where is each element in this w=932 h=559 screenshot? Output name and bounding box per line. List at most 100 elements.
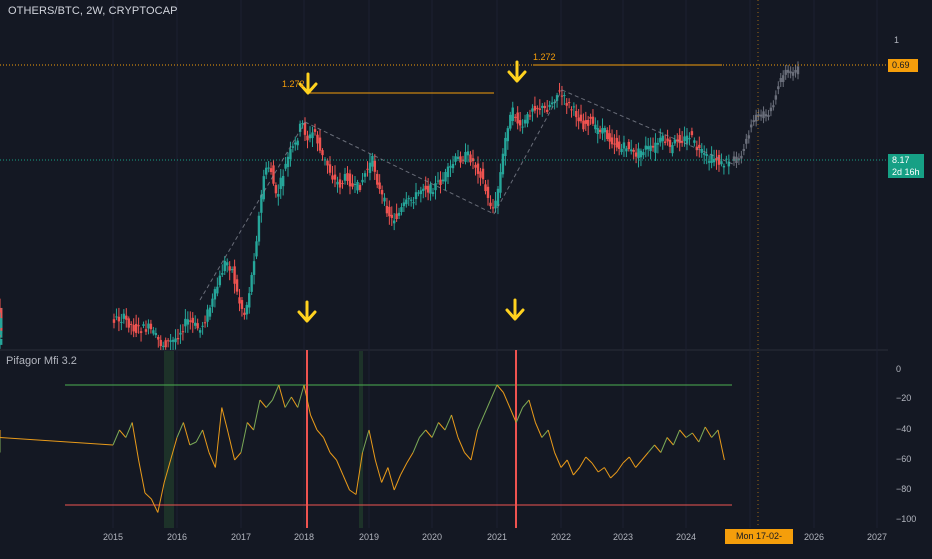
projected-candle-body [735,156,738,164]
candle-body [471,158,475,162]
symbol-title[interactable]: OTHERS/BTC, 2W, CRYPTOCAP [8,5,178,17]
down-arrow-icon [298,72,318,95]
candle-body [501,153,505,175]
mfi-segment [698,426,706,443]
candle-body [395,213,398,220]
candle-body [211,298,214,307]
candle-body [351,183,354,187]
candle-body [139,331,143,333]
mfi-segment [496,384,504,393]
mfi-segment [284,396,292,408]
candle-body [179,332,182,335]
mfi-segment [374,459,383,483]
candle-body [489,202,492,207]
candle-body [668,139,672,147]
projected-candle-body [789,71,792,74]
mfi-segment [515,407,524,423]
price-candles [0,61,800,350]
mfi-segment [125,422,133,438]
mfi-segment [144,492,152,500]
mfi-segment [585,456,593,464]
candle-body [598,129,602,133]
candle-body [181,331,185,333]
projected-candle-body [786,69,790,73]
mfi-segment [303,384,311,416]
projected-candle-body [740,155,743,159]
candle-body [228,266,231,271]
candle-body [378,182,381,190]
mfi-segment [323,437,331,453]
candle-body [245,304,249,315]
candle-body [610,137,614,145]
mfi-segment [221,407,229,434]
mfi-segment [566,459,574,476]
candle-body [171,339,175,342]
projected-candle-body [777,86,780,90]
mfi-segment [195,429,204,443]
candle-body [343,173,347,181]
candle-body [203,322,207,324]
countdown-badge: 2d 16h [888,166,924,178]
candle-body [474,164,477,168]
time-axis-label-2021: 2021 [486,532,508,542]
mfi-segment [310,414,318,431]
time-axis-label-2016: 2016 [166,532,188,542]
mfi-segment [654,444,662,453]
candle-body [0,309,3,317]
candle-body [341,183,344,185]
mfi-segment [316,429,324,438]
fib-label-right: 1.272 [533,52,556,62]
mfi-segment [685,432,693,438]
candle-body [698,144,701,149]
projected-candle-body [767,114,770,117]
mfi-segment [189,441,197,446]
mfi-segment [227,432,236,461]
candle-body [176,338,180,340]
candle-body [252,261,256,275]
candle-body [291,146,295,148]
mfi-segment [464,452,472,461]
candle-body [654,142,657,153]
mfi-segment [483,399,491,416]
price-axis-label-top: 1 [894,35,900,45]
candle-body [286,156,290,168]
candle-body [543,105,546,109]
candle-body [412,202,415,204]
candle-body [328,164,332,173]
time-axis-label-2019: 2019 [358,532,380,542]
candle-body [284,163,287,169]
candle-body [400,207,403,213]
projected-candle-body [747,135,750,139]
candle-body [230,269,234,271]
indicator-title[interactable]: Pifagor Mfi 3.2 [6,355,77,367]
candle-body [208,307,212,317]
candle-body [0,324,3,328]
projected-candle-body [750,124,753,128]
candle-body [553,101,556,103]
mfi-segment [679,429,687,438]
candle-body [358,184,362,190]
mfi-segment [182,422,191,446]
mfi-segment [470,429,478,461]
candle-body [707,161,711,163]
mfi-segment [573,467,580,476]
candle-body [688,138,691,140]
projected-candle-body [752,120,755,123]
candle-body [431,192,435,195]
mfi-segment [112,429,120,446]
mfi-segment [541,429,549,438]
candle-body [296,140,299,146]
mfi-indicator [0,350,732,528]
candle-body [683,136,686,142]
candle-body [570,109,573,111]
candle-body [274,185,278,194]
mfi-segment [412,437,420,453]
candle-body [371,155,374,167]
candle-body [720,161,723,165]
candle-body [301,123,304,125]
candle-body [142,324,145,326]
candle-body [560,95,564,97]
candle-body [606,130,609,140]
candle-body [380,190,384,195]
